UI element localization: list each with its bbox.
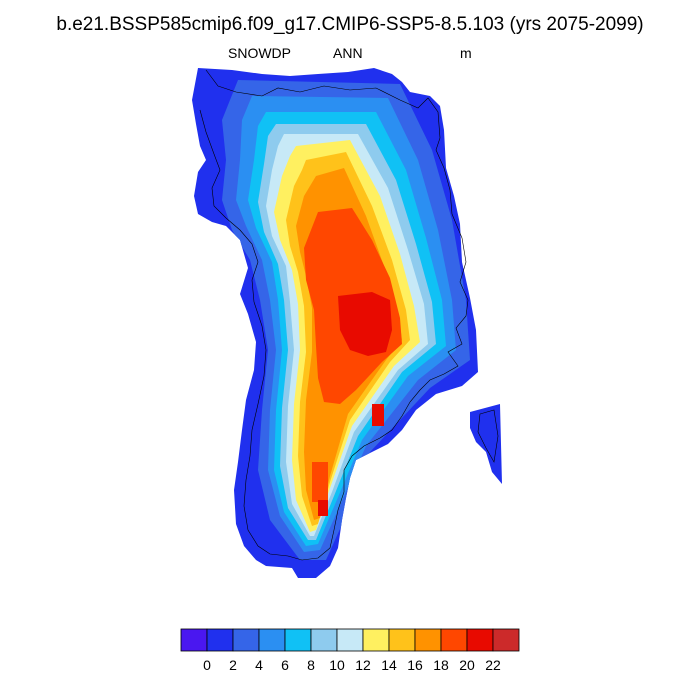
colorbar-swatch	[466, 628, 494, 652]
colorbar-tick-label: 10	[329, 657, 345, 673]
colorbar-swatch	[388, 628, 416, 652]
units-label: m	[460, 45, 472, 61]
colorbar-tick-label: 16	[407, 657, 423, 673]
band-orangered-south	[312, 462, 328, 502]
variable-label: SNOWDP	[228, 45, 291, 61]
band-red-south-1	[372, 404, 384, 426]
colorbar-swatch	[180, 628, 208, 652]
colorbar-tick-label: 0	[203, 657, 211, 673]
colorbar-tick-label: 6	[281, 657, 289, 673]
colorbar-tick-label: 2	[229, 657, 237, 673]
band-red	[338, 292, 392, 356]
plot-title: b.e21.BSSP585cmip6.f09_g17.CMIP6-SSP5-8.…	[56, 14, 644, 35]
colorbar-swatch	[258, 628, 286, 652]
colorbar-swatch	[284, 628, 312, 652]
colorbar-tick-label: 4	[255, 657, 263, 673]
colorbar-swatch	[492, 628, 520, 652]
colorbar-swatch	[414, 628, 442, 652]
band-red-south-2	[318, 500, 328, 516]
coastline-main	[199, 69, 469, 561]
coastline	[199, 69, 499, 561]
colorbar-tick-label: 22	[485, 657, 501, 673]
colorbar-tick-label: 14	[381, 657, 397, 673]
colorbar-tick-label: 18	[433, 657, 449, 673]
colorbar-tick-label: 8	[307, 657, 315, 673]
colorbar-swatch	[362, 628, 390, 652]
colorbar-tick-label: 20	[459, 657, 475, 673]
colorbar-swatch	[310, 628, 338, 652]
colorbar-swatch	[336, 628, 364, 652]
season-label: ANN	[333, 45, 363, 61]
colorbar-swatch	[206, 628, 234, 652]
coastline-east-island	[477, 409, 499, 463]
colorbar-swatch	[232, 628, 260, 652]
colorbar-tick-label: 12	[355, 657, 371, 673]
colorbar-swatch	[440, 628, 468, 652]
